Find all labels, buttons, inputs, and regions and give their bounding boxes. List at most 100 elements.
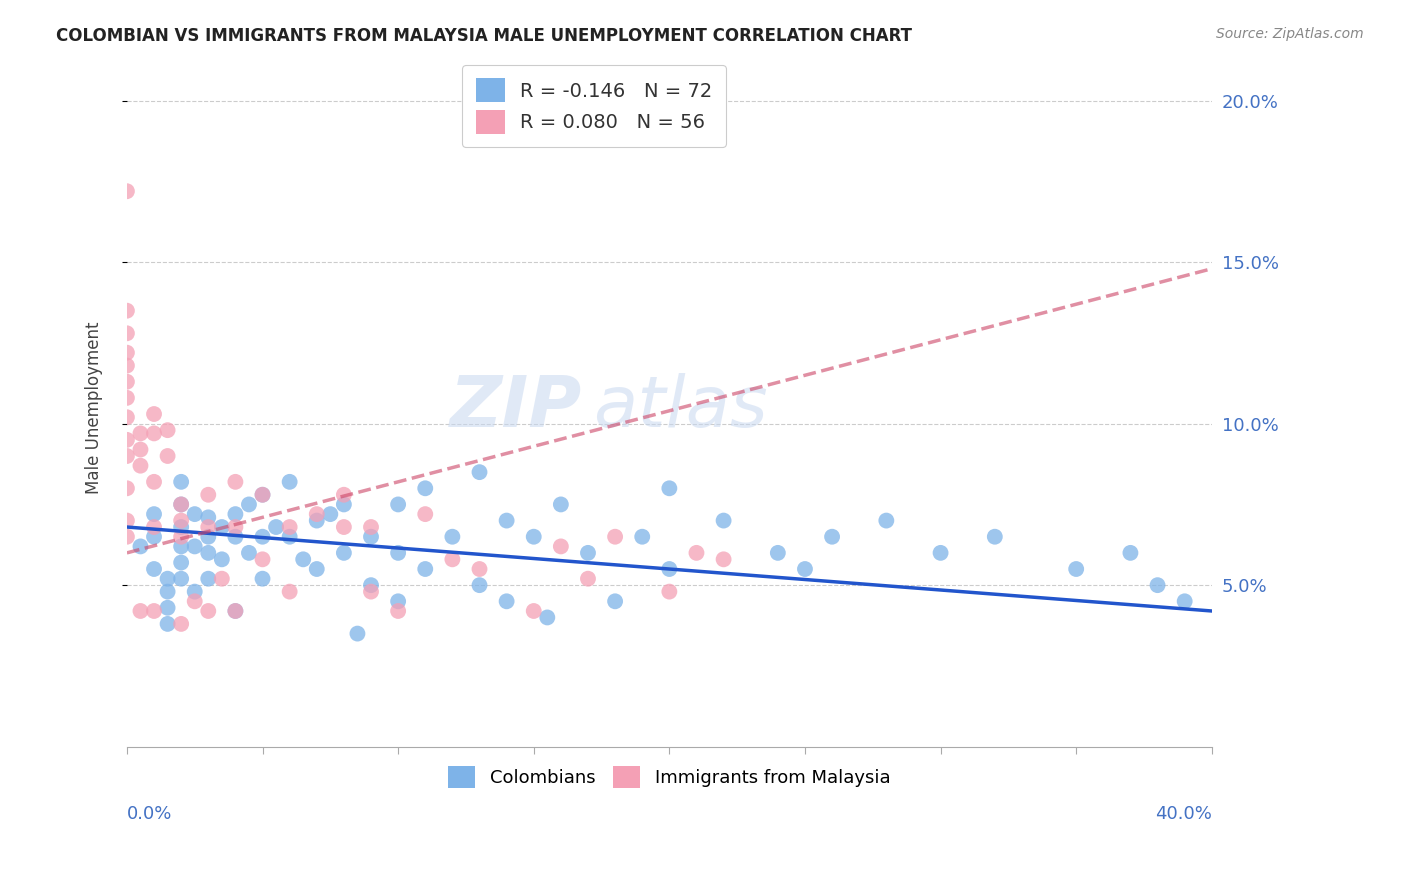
Text: COLOMBIAN VS IMMIGRANTS FROM MALAYSIA MALE UNEMPLOYMENT CORRELATION CHART: COLOMBIAN VS IMMIGRANTS FROM MALAYSIA MA… (56, 27, 912, 45)
Point (115, 481, 138, 495)
Point (143, 507, 166, 521)
Point (468, 578, 491, 592)
Point (115, 345, 138, 359)
Point (1064, 562, 1087, 576)
Legend: Colombians, Immigrants from Malaysia: Colombians, Immigrants from Malaysia (437, 755, 901, 798)
Point (170, 556, 193, 570)
Point (170, 498, 193, 512)
Point (333, 488, 356, 502)
Point (197, 488, 219, 502)
Point (197, 572, 219, 586)
Point (156, 600, 179, 615)
Point (129, 458, 152, 473)
Point (143, 604, 166, 618)
Point (224, 520, 246, 534)
Point (170, 520, 193, 534)
Point (305, 562, 328, 576)
Point (766, 546, 789, 560)
Text: Source: ZipAtlas.com: Source: ZipAtlas.com (1216, 27, 1364, 41)
Point (550, 540, 572, 554)
Point (238, 498, 260, 512)
Point (603, 594, 626, 608)
Point (170, 540, 193, 554)
Point (252, 530, 274, 544)
Point (413, 507, 436, 521)
Point (183, 584, 205, 599)
Point (319, 507, 342, 521)
Point (495, 514, 517, 528)
Point (170, 514, 193, 528)
Point (713, 552, 735, 566)
Point (224, 604, 246, 618)
Point (211, 552, 233, 566)
Point (360, 530, 382, 544)
Point (576, 572, 599, 586)
Point (658, 562, 681, 576)
Point (143, 407, 166, 421)
Point (197, 604, 219, 618)
Point (713, 514, 735, 528)
Point (115, 433, 138, 447)
Point (211, 572, 233, 586)
Point (156, 584, 179, 599)
Point (685, 546, 707, 560)
Point (252, 488, 274, 502)
Point (441, 530, 464, 544)
Point (170, 498, 193, 512)
Point (387, 604, 409, 618)
Point (658, 584, 681, 599)
Point (292, 552, 315, 566)
Point (413, 481, 436, 495)
Point (156, 616, 179, 631)
Point (143, 530, 166, 544)
Point (115, 375, 138, 389)
Point (360, 578, 382, 592)
Point (115, 326, 138, 341)
Text: ZIP: ZIP (450, 373, 582, 442)
Point (631, 530, 654, 544)
Point (115, 514, 138, 528)
Point (333, 498, 356, 512)
Point (360, 584, 382, 599)
Point (143, 520, 166, 534)
Text: 0.0%: 0.0% (127, 805, 173, 822)
Point (129, 442, 152, 457)
Point (658, 481, 681, 495)
Point (387, 546, 409, 560)
Point (197, 546, 219, 560)
Point (468, 562, 491, 576)
Point (224, 507, 246, 521)
Text: 40.0%: 40.0% (1154, 805, 1212, 822)
Point (197, 520, 219, 534)
Point (468, 465, 491, 479)
Point (387, 498, 409, 512)
Point (224, 475, 246, 489)
Point (224, 604, 246, 618)
Point (170, 616, 193, 631)
Point (523, 604, 546, 618)
Point (143, 426, 166, 441)
Point (278, 520, 301, 534)
Point (278, 530, 301, 544)
Point (115, 184, 138, 198)
Point (305, 507, 328, 521)
Point (413, 562, 436, 576)
Point (875, 514, 897, 528)
Point (929, 546, 952, 560)
Point (1119, 546, 1142, 560)
Point (1146, 578, 1168, 592)
Point (156, 423, 179, 437)
Point (1174, 594, 1197, 608)
Point (495, 594, 517, 608)
Point (441, 552, 464, 566)
Point (170, 572, 193, 586)
Point (238, 546, 260, 560)
Point (197, 510, 219, 524)
Point (278, 584, 301, 599)
Point (170, 475, 193, 489)
Point (821, 530, 844, 544)
Point (129, 540, 152, 554)
Point (305, 514, 328, 528)
Point (115, 303, 138, 318)
Point (183, 594, 205, 608)
